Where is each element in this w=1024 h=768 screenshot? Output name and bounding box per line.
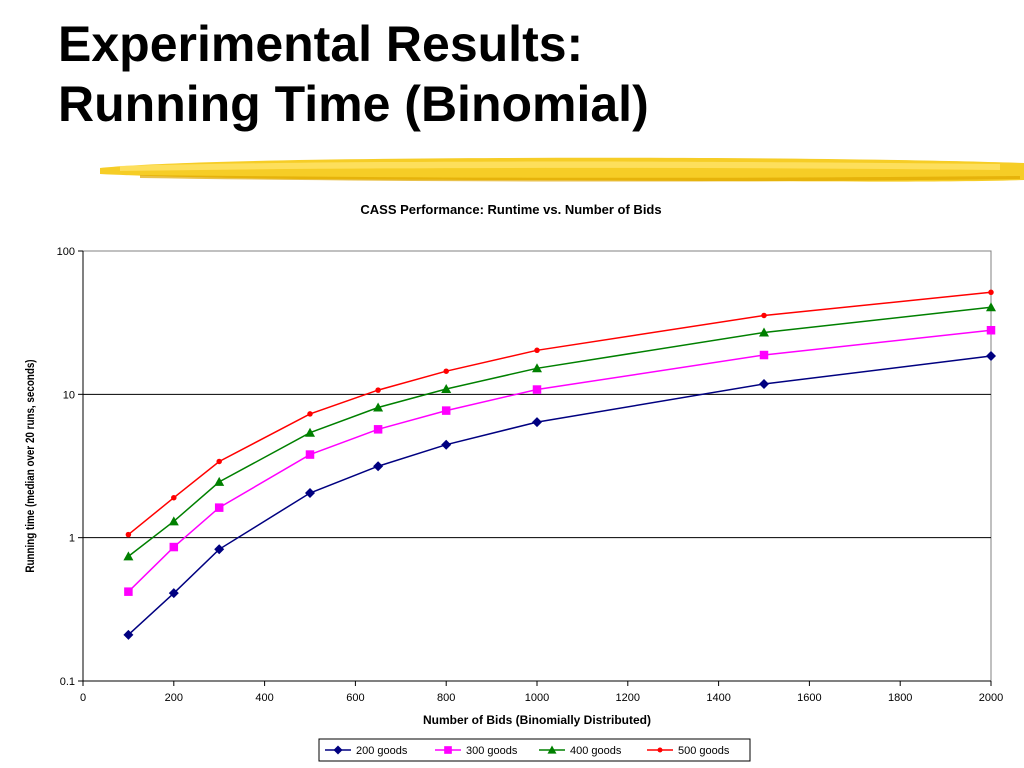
data-point: [759, 327, 769, 337]
data-point: [373, 425, 383, 434]
runtime-line-chart: CASS Performance: Runtime vs. Number of …: [24, 202, 1003, 762]
series-layer: [123, 289, 996, 640]
legend-label: 400 goods: [570, 745, 622, 757]
x-tick-label: 600: [346, 692, 364, 704]
legend-item-200-goods: 200 goods: [325, 745, 408, 757]
data-point: [307, 411, 313, 417]
legend-swatch-marker: [444, 746, 452, 754]
series-500-goods: [125, 289, 994, 538]
brush-stroke-highlight: [120, 161, 1000, 171]
data-point: [305, 427, 315, 437]
data-point: [986, 325, 996, 335]
legend-box: [318, 738, 751, 762]
y-axis-ticks: 0.1 1 10 100: [57, 246, 83, 688]
title-underline-brush: [100, 157, 1024, 182]
x-tick-label: 1600: [797, 692, 821, 704]
chart-title: CASS Performance: Runtime vs. Number of …: [360, 202, 661, 217]
data-point: [214, 544, 225, 555]
legend: 200 goods 300 goods 400 goods 500 goods: [318, 738, 751, 762]
x-tick-label: 2000: [979, 692, 1003, 704]
brush-stroke-shadow: [140, 175, 1020, 182]
x-tick-label: 1400: [706, 692, 730, 704]
legend-label: 300 goods: [466, 745, 518, 757]
data-point: [986, 302, 996, 312]
slide-title-line-1: Experimental Results:: [58, 16, 584, 72]
data-point: [375, 387, 381, 393]
legend-swatch-marker: [333, 745, 343, 755]
data-point: [305, 450, 315, 459]
legend-item-400-goods: 400 goods: [539, 745, 622, 757]
data-point: [171, 494, 177, 501]
data-point: [125, 531, 132, 538]
data-point: [759, 379, 769, 390]
data-point: [761, 312, 767, 319]
data-point: [441, 439, 452, 450]
x-tick-label: 400: [255, 692, 273, 704]
x-tick-label: 1800: [888, 692, 912, 704]
data-point: [532, 363, 542, 373]
x-tick-label: 800: [437, 692, 455, 704]
legend-swatch-marker: [657, 747, 663, 753]
data-point: [124, 587, 133, 596]
legend-label: 200 goods: [356, 745, 408, 757]
series-200-goods: [123, 351, 996, 640]
data-point: [532, 385, 542, 394]
x-tick-label: 200: [165, 692, 183, 704]
data-point: [123, 629, 134, 640]
y-tick-label: 10: [63, 389, 75, 401]
axes: [82, 251, 991, 682]
legend-swatch-marker: [547, 745, 557, 754]
data-point: [214, 476, 225, 486]
data-point: [169, 542, 179, 552]
x-tick-label: 1200: [616, 692, 640, 704]
y-tick-label: 100: [57, 246, 75, 258]
gridlines: [83, 393, 991, 539]
data-point: [441, 406, 451, 415]
legend-item-500-goods: 500 goods: [647, 745, 730, 757]
series-line: [127, 355, 992, 636]
series-400-goods: [123, 302, 996, 561]
x-axis-label: Number of Bids (Binomially Distributed): [423, 713, 651, 727]
slide-title-line-2: Running Time (Binomial): [58, 76, 649, 132]
legend-label: 500 goods: [678, 745, 730, 757]
data-point: [168, 516, 179, 526]
y-tick-label: 1: [69, 533, 75, 545]
y-tick-label: 0.1: [60, 676, 75, 688]
data-point: [441, 383, 452, 393]
data-point: [216, 458, 222, 465]
data-point: [168, 588, 179, 599]
data-point: [988, 289, 994, 296]
data-point: [214, 503, 224, 512]
data-point: [759, 350, 769, 360]
series-300-goods: [124, 325, 996, 596]
data-point: [305, 487, 315, 498]
data-point: [373, 402, 384, 412]
plot-area: [82, 250, 992, 682]
data-point: [123, 551, 134, 561]
data-point: [534, 347, 540, 354]
slide-title: Experimental Results: Running Time (Bino…: [58, 14, 649, 134]
series-line: [127, 291, 992, 536]
x-tick-label: 1000: [525, 692, 549, 704]
data-point: [532, 417, 542, 428]
legend-item-300-goods: 300 goods: [435, 745, 518, 757]
data-point: [373, 461, 384, 472]
data-point: [986, 351, 996, 362]
x-axis-ticks: 0 200 400 600 800 1000 1200 1400 1600 1800 2000: [80, 681, 1003, 704]
x-tick-label: 0: [80, 692, 86, 704]
data-point: [443, 368, 449, 374]
y-axis-label: Running time (median over 20 runs, secon…: [24, 359, 37, 572]
